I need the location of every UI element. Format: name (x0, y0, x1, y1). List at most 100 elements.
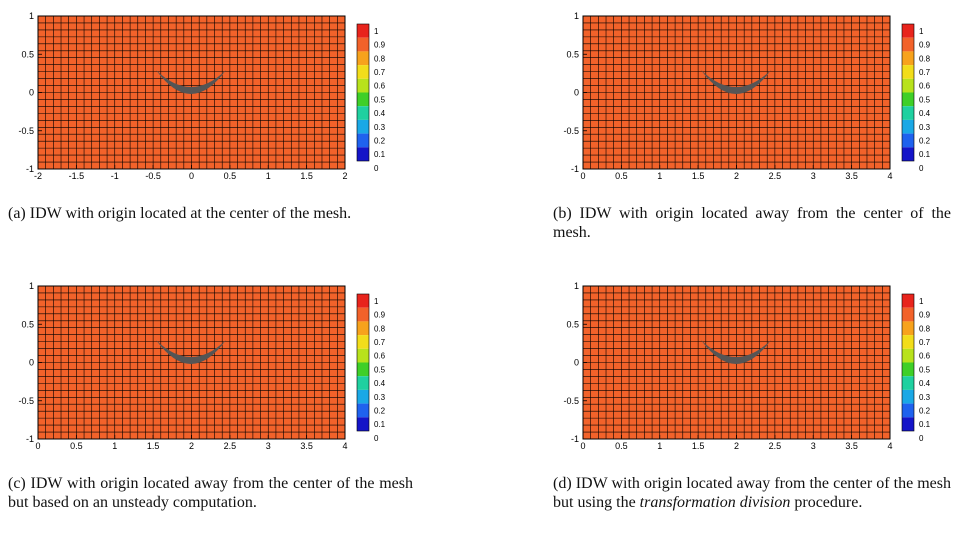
colorbar-label: 1 (374, 297, 379, 306)
x-tick-label: 3.5 (845, 171, 858, 180)
x-tick-label: -2 (34, 171, 42, 180)
x-tick-label: 0 (580, 171, 585, 180)
mesh-plot-a: 10.50-0.5-1-2 -1.5 -1 -0.5 0 0.5 1 1.5 210.90.80… (18, 11, 386, 180)
colorbar-swatch (357, 147, 369, 161)
colorbar-swatch (357, 348, 369, 363)
colorbar-frame (356, 23, 370, 162)
colorbar-label: 1 (374, 27, 379, 36)
colorbar-swatch (357, 92, 369, 107)
x-tick-label: 1 (657, 171, 662, 180)
x-tick-label: 0.5 (70, 441, 83, 450)
colorbar-swatch (357, 307, 369, 322)
x-tick-label: 3.5 (300, 441, 313, 450)
y-tick-label: -0.5 (18, 126, 34, 136)
colorbar-swatch (357, 78, 369, 93)
x-tick-label: 0 (35, 441, 40, 450)
panel-c: 1 0.5 0 -0.5 -1 0 0.5 1 1.5 2 2.5 3 3.5 4 1 0.9 0.8 0.7 0.… (0, 270, 440, 450)
colorbar-swatch (902, 348, 914, 363)
colorbar-label: 0.2 (919, 136, 931, 145)
colorbar-label: 0.6 (374, 82, 386, 91)
x-tick-label: 0 (580, 441, 585, 450)
y-tick-label: -1 (571, 164, 579, 174)
colorbar-swatch (902, 119, 914, 134)
mesh-grid (582, 15, 891, 170)
colorbar-label: 0.1 (374, 150, 386, 159)
colorbar-swatch (902, 37, 914, 52)
caption-a: (a) IDW with origin located at the cente… (8, 204, 413, 223)
colorbar-swatch (357, 417, 369, 431)
panel-a: 1 0.5 0 -0.5 -1 -2 -1.5 -1 -0.5 0 0.5 1 1.5 2 1 0.9 0.8 0… (0, 0, 440, 180)
colorbar-swatch (902, 376, 914, 390)
airfoil-shape (156, 70, 226, 94)
colorbar-swatch (357, 335, 369, 349)
colorbar-label: 0.5 (374, 365, 386, 374)
colorbar-swatch (357, 403, 369, 418)
colorbar-frame (901, 293, 915, 432)
y-tick-label: -0.5 (563, 126, 579, 136)
x-tick-label: 4 (887, 441, 892, 450)
colorbar-swatch (357, 376, 369, 390)
airfoil-shape (701, 340, 771, 364)
colorbar-label: 0.9 (919, 41, 931, 50)
y-tick-label: 1 (29, 11, 34, 21)
colorbar-swatch (902, 362, 914, 377)
x-tick-label: 1 (112, 441, 117, 450)
y-tick-label: -1 (26, 164, 34, 174)
x-tick-label: 2 (189, 441, 194, 450)
mesh-plot-b: 10.50-0.5-10 0.5 1 1.5 2 2.5 3 3.5 410.90.80.70.… (563, 11, 931, 180)
colorbar-swatch (357, 389, 369, 404)
colorbar-label: 0.4 (374, 109, 386, 118)
caption-text: IDW with origin located away from the ce… (8, 475, 414, 511)
colorbar-swatch (357, 294, 369, 308)
y-tick-label: 0.5 (21, 49, 34, 59)
mesh-grid (37, 15, 346, 170)
colorbar-label: 0.1 (374, 420, 386, 429)
x-tick-label: 4 (342, 441, 347, 450)
caption-label: (a) (8, 205, 26, 222)
colorbar-swatch (357, 106, 369, 120)
x-tick-label: -0.5 (145, 171, 161, 180)
colorbar-swatch (902, 307, 914, 322)
colorbar-label: 0.9 (919, 311, 931, 320)
x-tick-label: 2 (734, 171, 739, 180)
colorbar-swatch (902, 294, 914, 308)
colorbar-frame (901, 23, 915, 162)
caption-label: (d) (553, 475, 572, 492)
colorbar-label: 0 (374, 164, 379, 173)
colorbar-swatch (902, 24, 914, 38)
x-tick-label: 2.5 (224, 441, 237, 450)
colorbar-label: 0.3 (374, 123, 386, 132)
x-tick-label: 1 (266, 171, 271, 180)
x-tick-label: 1.5 (692, 171, 705, 180)
colorbar-swatch (902, 389, 914, 404)
colorbar-label: 0.9 (374, 311, 386, 320)
x-tick-label: 1 (657, 441, 662, 450)
x-tick-label: 3 (811, 171, 816, 180)
colorbar-swatch (357, 133, 369, 148)
y-tick-label: 0 (574, 88, 579, 98)
colorbar-label: 0.2 (919, 406, 931, 415)
colorbar-label: 0.2 (374, 406, 386, 415)
y-tick-label: 0.5 (21, 319, 34, 329)
colorbar-label: 1 (919, 27, 924, 36)
x-tick-label: 3.5 (845, 441, 858, 450)
caption-text: IDW with origin located away from the ce… (553, 205, 951, 241)
colorbar-swatch (902, 417, 914, 431)
x-tick-label: 0.5 (224, 171, 237, 180)
x-tick-label: 2.5 (769, 441, 782, 450)
colorbar-swatch (357, 24, 369, 38)
caption-text: IDW with origin located at the center of… (29, 205, 352, 222)
x-tick-label: 1.5 (692, 441, 705, 450)
colorbar-swatch (902, 403, 914, 418)
colorbar-label: 0.7 (374, 68, 386, 77)
y-tick-label: 1 (574, 281, 579, 291)
colorbar-label: 0.7 (919, 68, 931, 77)
colorbar-label: 0 (919, 164, 924, 173)
x-tick-label: 4 (887, 171, 892, 180)
x-tick-label: 1.5 (147, 441, 160, 450)
colorbar-label: 0.7 (919, 338, 931, 347)
colorbar-label: 0.3 (919, 393, 931, 402)
x-tick-label: 2 (342, 171, 347, 180)
colorbar-swatch (357, 119, 369, 134)
colorbar-swatch (357, 51, 369, 66)
